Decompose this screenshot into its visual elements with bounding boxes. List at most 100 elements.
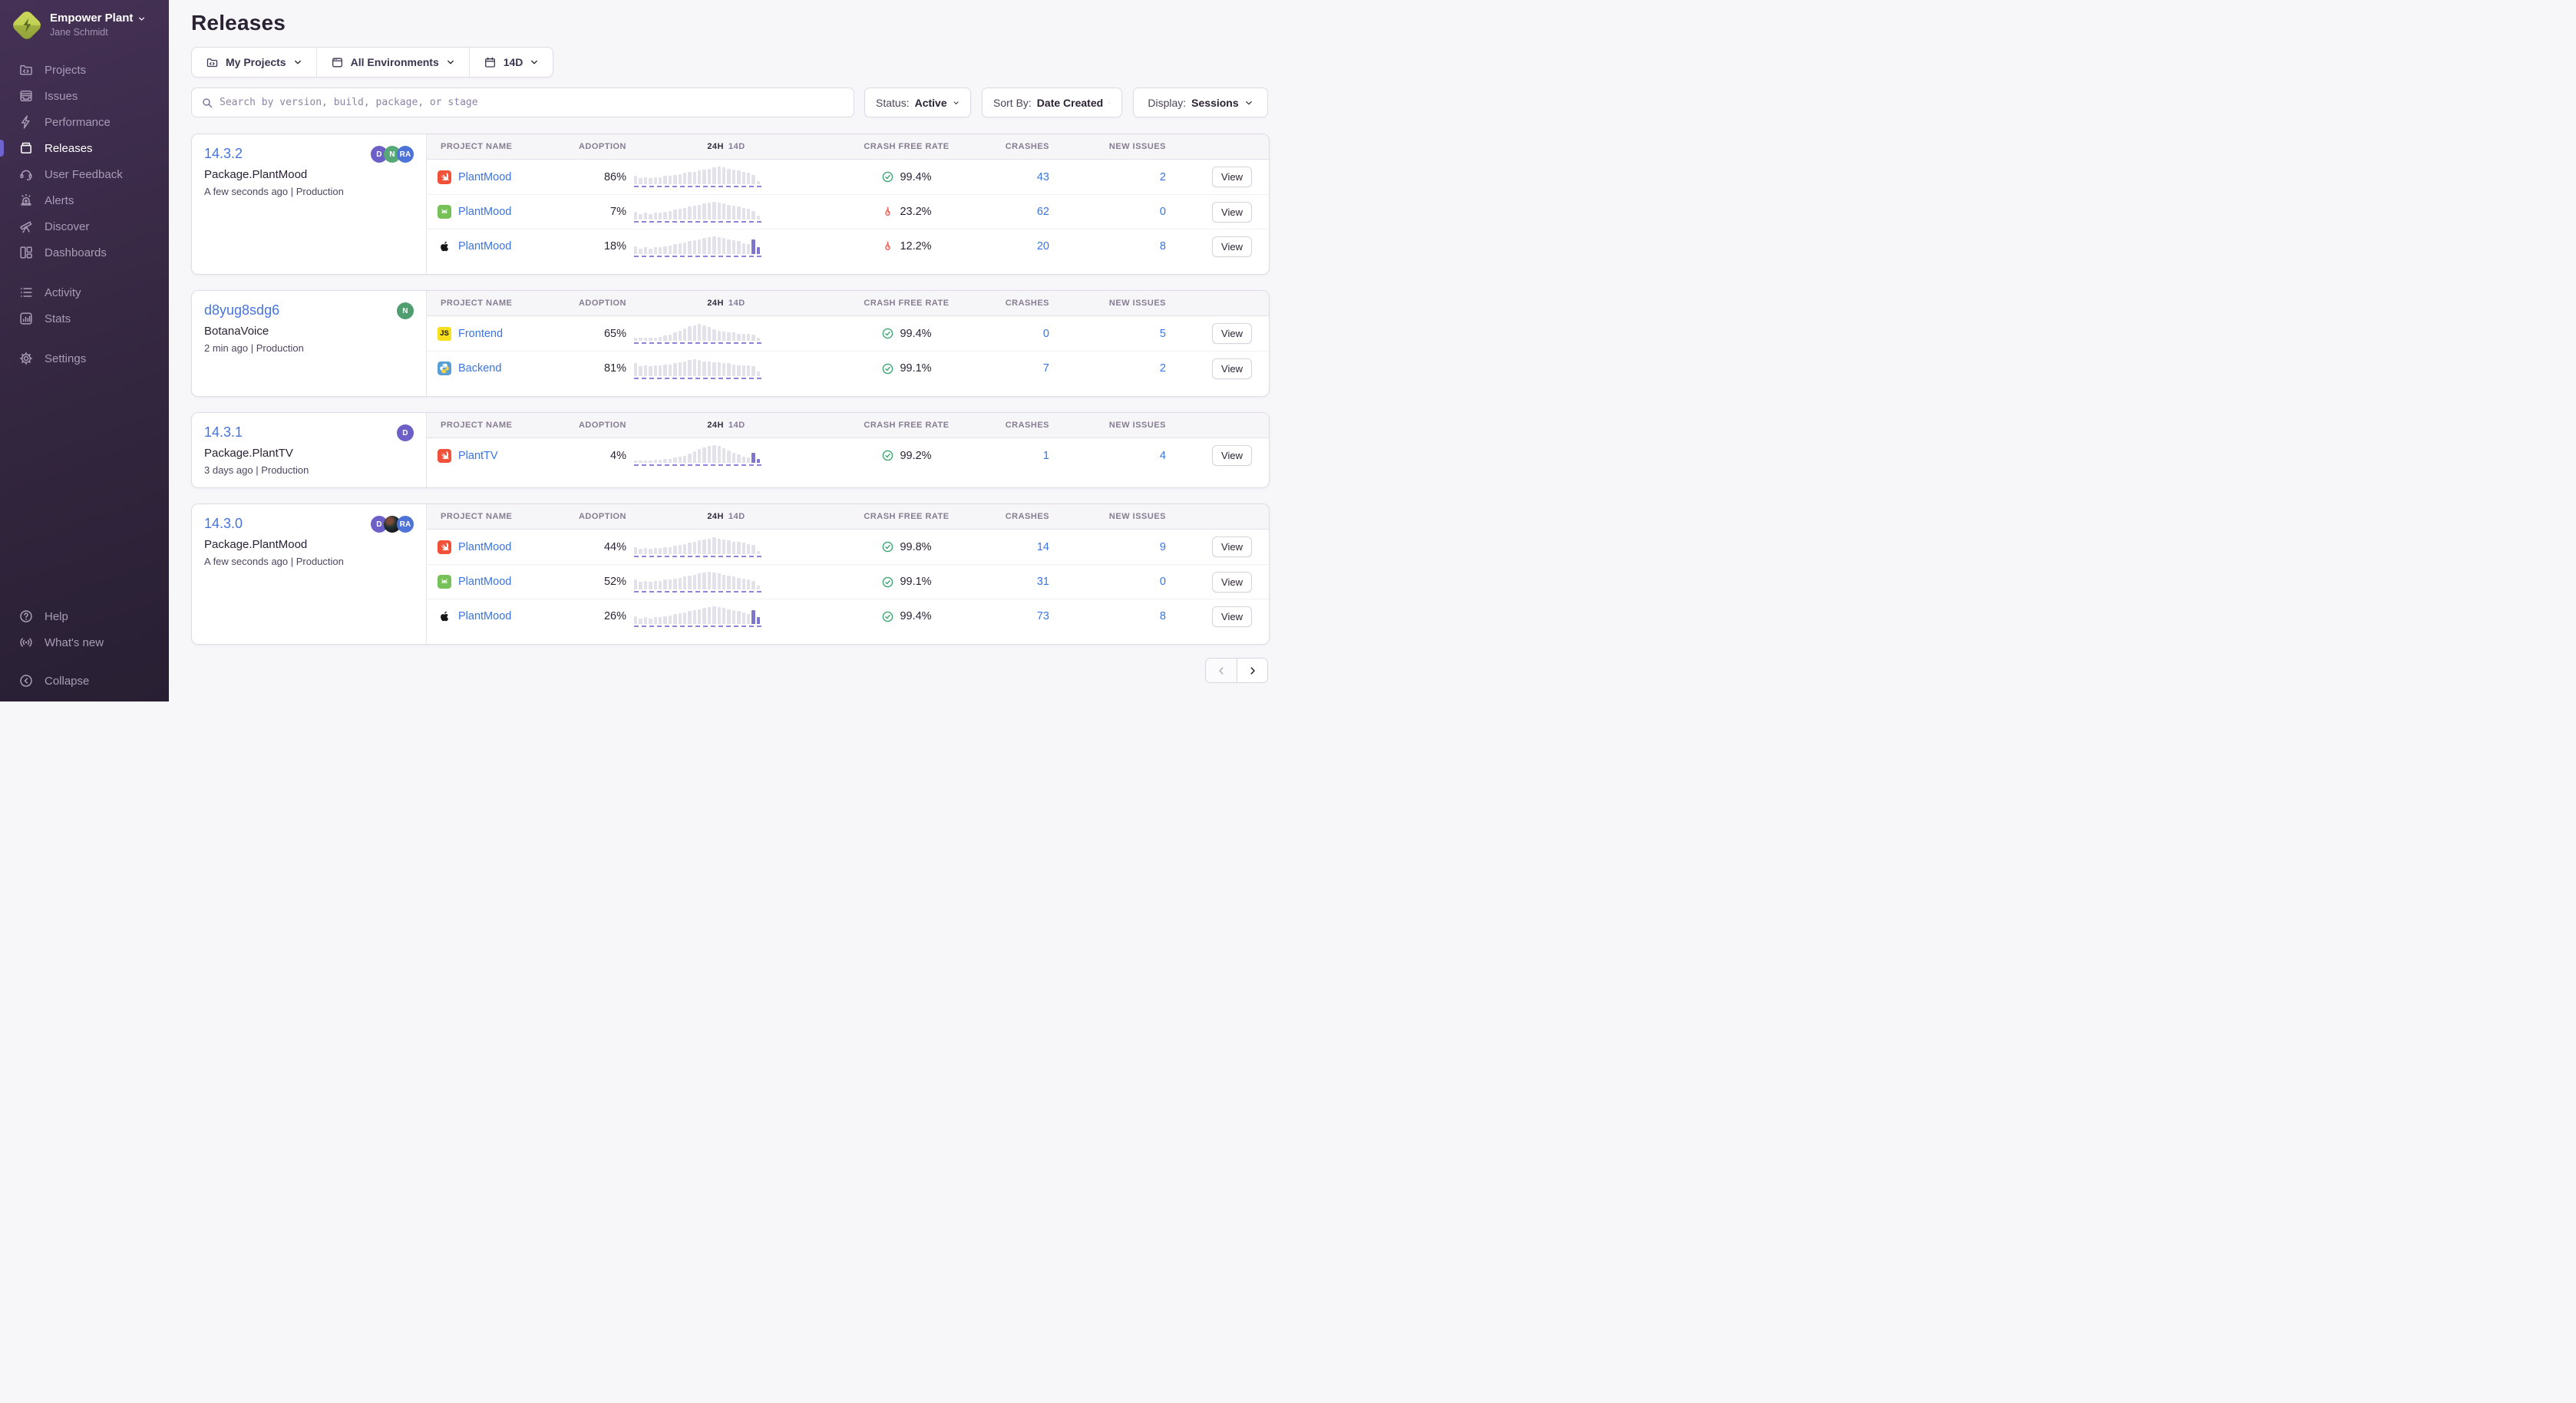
release-info-panel: 14.3.2 D N RA Package.PlantMood A few seco… bbox=[192, 134, 427, 274]
apple-platform-icon bbox=[438, 239, 451, 253]
release-table: Project Name Adoption 24h 14d Crash Free… bbox=[427, 504, 1269, 644]
view-release-button[interactable]: View bbox=[1212, 445, 1252, 466]
new-issues-count-link[interactable]: 4 bbox=[1159, 449, 1166, 462]
sidebar-item-projects[interactable]: Projects bbox=[0, 57, 169, 83]
graph-range-24h[interactable]: 24h bbox=[707, 142, 724, 151]
view-release-button[interactable]: View bbox=[1212, 323, 1252, 344]
release-table: Project Name Adoption 24h 14d Crash Free… bbox=[427, 413, 1269, 487]
project-link[interactable]: PlantMood bbox=[458, 576, 512, 588]
release-table-header: Project Name Adoption 24h 14d Crash Free… bbox=[427, 134, 1269, 160]
releases-icon bbox=[18, 140, 34, 156]
new-issues-count-link[interactable]: 8 bbox=[1159, 610, 1166, 622]
view-release-button[interactable]: View bbox=[1212, 536, 1252, 557]
adoption-percent: 81% bbox=[603, 362, 626, 375]
avatar: RA bbox=[397, 516, 414, 533]
view-release-button[interactable]: View bbox=[1212, 606, 1252, 627]
search-box[interactable] bbox=[191, 87, 854, 117]
pagination-next-button[interactable] bbox=[1237, 659, 1267, 682]
search-input[interactable] bbox=[220, 97, 844, 108]
crash-free-ok-icon bbox=[881, 362, 894, 375]
graph-range-14d[interactable]: 14d bbox=[728, 421, 745, 430]
view-release-button[interactable]: View bbox=[1212, 236, 1252, 257]
graph-range-toggle: 24h 14d bbox=[626, 512, 818, 521]
graph-range-24h[interactable]: 24h bbox=[707, 299, 724, 308]
sidebar-item-discover[interactable]: Discover bbox=[0, 213, 169, 239]
project-link[interactable]: PlantMood bbox=[458, 240, 512, 253]
column-header-crash-free: Crash Free Rate bbox=[864, 421, 949, 430]
crashes-count-link[interactable]: 31 bbox=[1036, 576, 1049, 588]
project-link[interactable]: PlantMood bbox=[458, 206, 512, 218]
filter-date-range[interactable]: 14D bbox=[468, 48, 553, 77]
crashes-count-link[interactable]: 7 bbox=[1042, 362, 1049, 375]
project-link[interactable]: PlantTV bbox=[458, 449, 498, 462]
sidebar-item-performance[interactable]: Performance bbox=[0, 109, 169, 135]
filter-projects[interactable]: My Projects bbox=[192, 48, 316, 77]
new-issues-count-link[interactable]: 2 bbox=[1159, 362, 1166, 375]
release-version-link[interactable]: 14.3.2 bbox=[204, 146, 243, 161]
crashes-count-link[interactable]: 43 bbox=[1036, 170, 1049, 183]
release-card: 14.3.2 D N RA Package.PlantMood A few seco… bbox=[191, 134, 1270, 275]
sidebar-item-stats[interactable]: Stats bbox=[0, 305, 169, 332]
release-version-link[interactable]: 14.3.0 bbox=[204, 516, 243, 531]
release-version-link[interactable]: d8yug8sdg6 bbox=[204, 302, 280, 318]
view-release-button[interactable]: View bbox=[1212, 167, 1252, 187]
sort-by-dropdown-value: Date Created bbox=[1036, 96, 1104, 109]
view-release-button[interactable]: View bbox=[1212, 571, 1252, 593]
crashes-count-link[interactable]: 0 bbox=[1042, 327, 1049, 340]
graph-range-14d[interactable]: 14d bbox=[728, 142, 745, 151]
sidebar-item-user-feedback[interactable]: User Feedback bbox=[0, 161, 169, 187]
crash-free-rate: 99.4% bbox=[900, 327, 932, 340]
crashes-count-link[interactable]: 1 bbox=[1042, 449, 1049, 462]
sidebar-nav-primary: Projects Issues Performance Releases User Fe… bbox=[0, 57, 169, 266]
sort-by-dropdown[interactable]: Sort By: Date Created bbox=[982, 87, 1122, 117]
project-link[interactable]: PlantMood bbox=[458, 610, 512, 622]
sidebar-item-issues[interactable]: Issues bbox=[0, 83, 169, 109]
swift-platform-icon bbox=[438, 448, 451, 463]
sidebar-item-dashboards[interactable]: Dashboards bbox=[0, 239, 169, 266]
new-issues-count-link[interactable]: 5 bbox=[1159, 327, 1166, 340]
new-issues-count-link[interactable]: 9 bbox=[1159, 540, 1166, 553]
release-version-link[interactable]: 14.3.1 bbox=[204, 424, 243, 440]
graph-range-24h[interactable]: 24h bbox=[707, 512, 724, 521]
main-content: Releases My Projects All Environments 14D … bbox=[169, 0, 1288, 702]
org-logo-icon bbox=[10, 8, 44, 42]
sidebar-item-activity[interactable]: Activity bbox=[0, 279, 169, 305]
adoption-sparkline bbox=[634, 201, 761, 223]
view-release-button[interactable]: View bbox=[1212, 201, 1252, 223]
sidebar-item-settings[interactable]: Settings bbox=[0, 345, 169, 371]
new-issues-count-link[interactable]: 8 bbox=[1159, 240, 1166, 253]
pagination-prev-button[interactable] bbox=[1206, 659, 1237, 682]
new-issues-count-link[interactable]: 0 bbox=[1159, 576, 1166, 588]
adoption-percent: 86% bbox=[603, 170, 626, 183]
graph-range-14d[interactable]: 14d bbox=[728, 299, 745, 308]
project-link[interactable]: PlantMood bbox=[458, 540, 512, 553]
crashes-count-link[interactable]: 14 bbox=[1036, 540, 1049, 553]
project-link[interactable]: Backend bbox=[458, 362, 502, 375]
display-dropdown[interactable]: Display: Sessions bbox=[1133, 87, 1268, 117]
crashes-count-link[interactable]: 20 bbox=[1036, 240, 1049, 253]
crashes-count-link[interactable]: 62 bbox=[1036, 206, 1049, 218]
sidebar-item-whats-new[interactable]: What's new bbox=[0, 629, 169, 655]
new-issues-count-link[interactable]: 2 bbox=[1159, 170, 1166, 183]
sidebar-item-collapse[interactable]: Collapse bbox=[0, 668, 169, 694]
crashes-count-link[interactable]: 73 bbox=[1036, 610, 1049, 622]
view-release-button[interactable]: View bbox=[1212, 358, 1252, 379]
project-link[interactable]: Frontend bbox=[458, 327, 504, 340]
graph-range-24h[interactable]: 24h bbox=[707, 421, 724, 430]
chevron-right-icon bbox=[1250, 666, 1255, 675]
filter-environments[interactable]: All Environments bbox=[315, 48, 469, 77]
sidebar-item-alerts[interactable]: Alerts bbox=[0, 187, 169, 213]
new-issues-count-link[interactable]: 0 bbox=[1159, 206, 1166, 218]
chevron-down-icon bbox=[293, 58, 302, 67]
sidebar-item-help[interactable]: Help bbox=[0, 603, 169, 629]
sidebar-item-releases[interactable]: Releases bbox=[0, 135, 169, 161]
org-switcher[interactable]: Empower Plant Jane Schmidt bbox=[0, 0, 169, 42]
android-platform-icon bbox=[438, 205, 451, 219]
status-dropdown[interactable]: Status: Active bbox=[864, 87, 971, 117]
adoption-percent: 52% bbox=[603, 576, 626, 588]
page-filter-bar: My Projects All Environments 14D bbox=[191, 47, 554, 78]
graph-range-14d[interactable]: 14d bbox=[728, 512, 745, 521]
search-icon bbox=[203, 97, 213, 107]
project-link[interactable]: PlantMood bbox=[458, 170, 512, 183]
status-dropdown-value: Active bbox=[914, 96, 947, 109]
